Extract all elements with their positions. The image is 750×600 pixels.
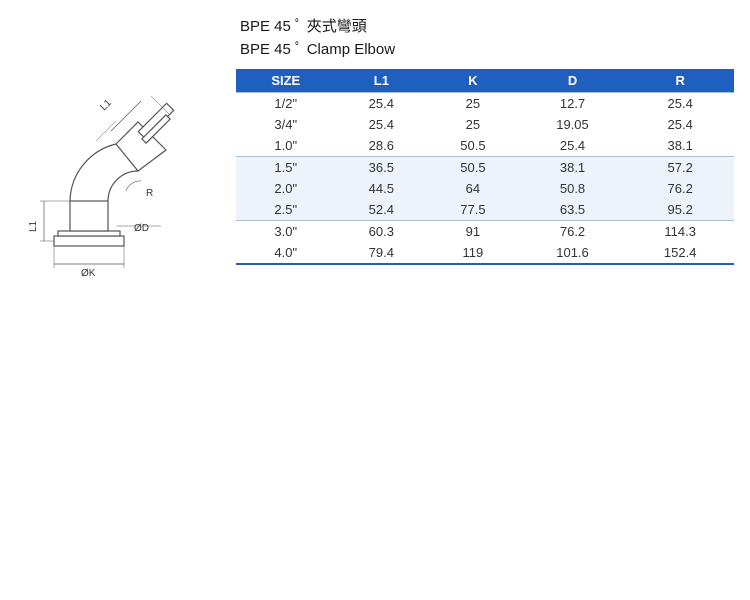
- table-row: 2.0"44.56450.876.2: [236, 178, 734, 199]
- table-header-cell: SIZE: [236, 69, 336, 93]
- content-column: BPE 45 ﾟ 夾式彎頭 BPE 45 ﾟ Clamp Elbow SIZEL…: [236, 16, 734, 286]
- table-row: 2.5"52.477.563.595.2: [236, 199, 734, 221]
- titles: BPE 45 ﾟ 夾式彎頭 BPE 45 ﾟ Clamp Elbow: [236, 16, 734, 61]
- table-row: 1.5"36.550.538.157.2: [236, 157, 734, 179]
- table-header-cell: D: [519, 69, 627, 93]
- table-row: 1/2"25.42512.725.4: [236, 93, 734, 115]
- diagram-column: L1 L1 R ØD ØK: [16, 16, 216, 286]
- table-cell: 114.3: [626, 221, 734, 243]
- table-row: 1.0"28.650.525.438.1: [236, 135, 734, 157]
- table-cell: 64: [427, 178, 519, 199]
- table-cell: 50.5: [427, 135, 519, 157]
- table-cell: 25.4: [336, 93, 428, 115]
- table-cell: 12.7: [519, 93, 627, 115]
- table-header: SIZEL1KDR: [236, 69, 734, 93]
- label-d: ØD: [134, 223, 149, 234]
- table-cell: 2.5": [236, 199, 336, 221]
- table-header-cell: R: [626, 69, 734, 93]
- label-l1-side: L1: [28, 220, 39, 232]
- table-cell: 4.0": [236, 242, 336, 264]
- title-zh: BPE 45 ﾟ 夾式彎頭: [240, 16, 734, 39]
- table-cell: 2.0": [236, 178, 336, 199]
- table-cell: 1.5": [236, 157, 336, 179]
- table-cell: 25.4: [519, 135, 627, 157]
- table-cell: 152.4: [626, 242, 734, 264]
- label-k: ØK: [81, 268, 96, 279]
- table-header-cell: L1: [336, 69, 428, 93]
- table-cell: 50.5: [427, 157, 519, 179]
- table-cell: 95.2: [626, 199, 734, 221]
- table-cell: 60.3: [336, 221, 428, 243]
- table-row: 3/4"25.42519.0525.4: [236, 114, 734, 135]
- table-cell: 28.6: [336, 135, 428, 157]
- table-cell: 25: [427, 114, 519, 135]
- table-cell: 25: [427, 93, 519, 115]
- table-cell: 57.2: [626, 157, 734, 179]
- table-cell: 76.2: [519, 221, 627, 243]
- table-cell: 50.8: [519, 178, 627, 199]
- table-row: 3.0"60.39176.2114.3: [236, 221, 734, 243]
- table-cell: 77.5: [427, 199, 519, 221]
- table-cell: 79.4: [336, 242, 428, 264]
- table-header-cell: K: [427, 69, 519, 93]
- table-cell: 101.6: [519, 242, 627, 264]
- table-cell: 3.0": [236, 221, 336, 243]
- table-cell: 76.2: [626, 178, 734, 199]
- table-cell: 119: [427, 242, 519, 264]
- table-cell: 44.5: [336, 178, 428, 199]
- table-cell: 3/4": [236, 114, 336, 135]
- table-cell: 1.0": [236, 135, 336, 157]
- table-cell: 25.4: [336, 114, 428, 135]
- label-l1-top: L1: [98, 97, 114, 113]
- table-cell: 52.4: [336, 199, 428, 221]
- elbow-svg: L1 L1 R ØD ØK: [26, 86, 206, 286]
- table-cell: 38.1: [626, 135, 734, 157]
- table-cell: 91: [427, 221, 519, 243]
- table-cell: 25.4: [626, 93, 734, 115]
- spec-table: SIZEL1KDR 1/2"25.42512.725.43/4"25.42519…: [236, 69, 734, 265]
- table-cell: 63.5: [519, 199, 627, 221]
- table-body: 1/2"25.42512.725.43/4"25.42519.0525.41.0…: [236, 93, 734, 265]
- elbow-diagram: L1 L1 R ØD ØK: [26, 86, 206, 286]
- table-cell: 36.5: [336, 157, 428, 179]
- table-cell: 38.1: [519, 157, 627, 179]
- label-r: R: [146, 188, 153, 199]
- table-cell: 1/2": [236, 93, 336, 115]
- title-en: BPE 45 ﾟ Clamp Elbow: [240, 39, 734, 62]
- table-cell: 19.05: [519, 114, 627, 135]
- table-cell: 25.4: [626, 114, 734, 135]
- table-row: 4.0"79.4119101.6152.4: [236, 242, 734, 264]
